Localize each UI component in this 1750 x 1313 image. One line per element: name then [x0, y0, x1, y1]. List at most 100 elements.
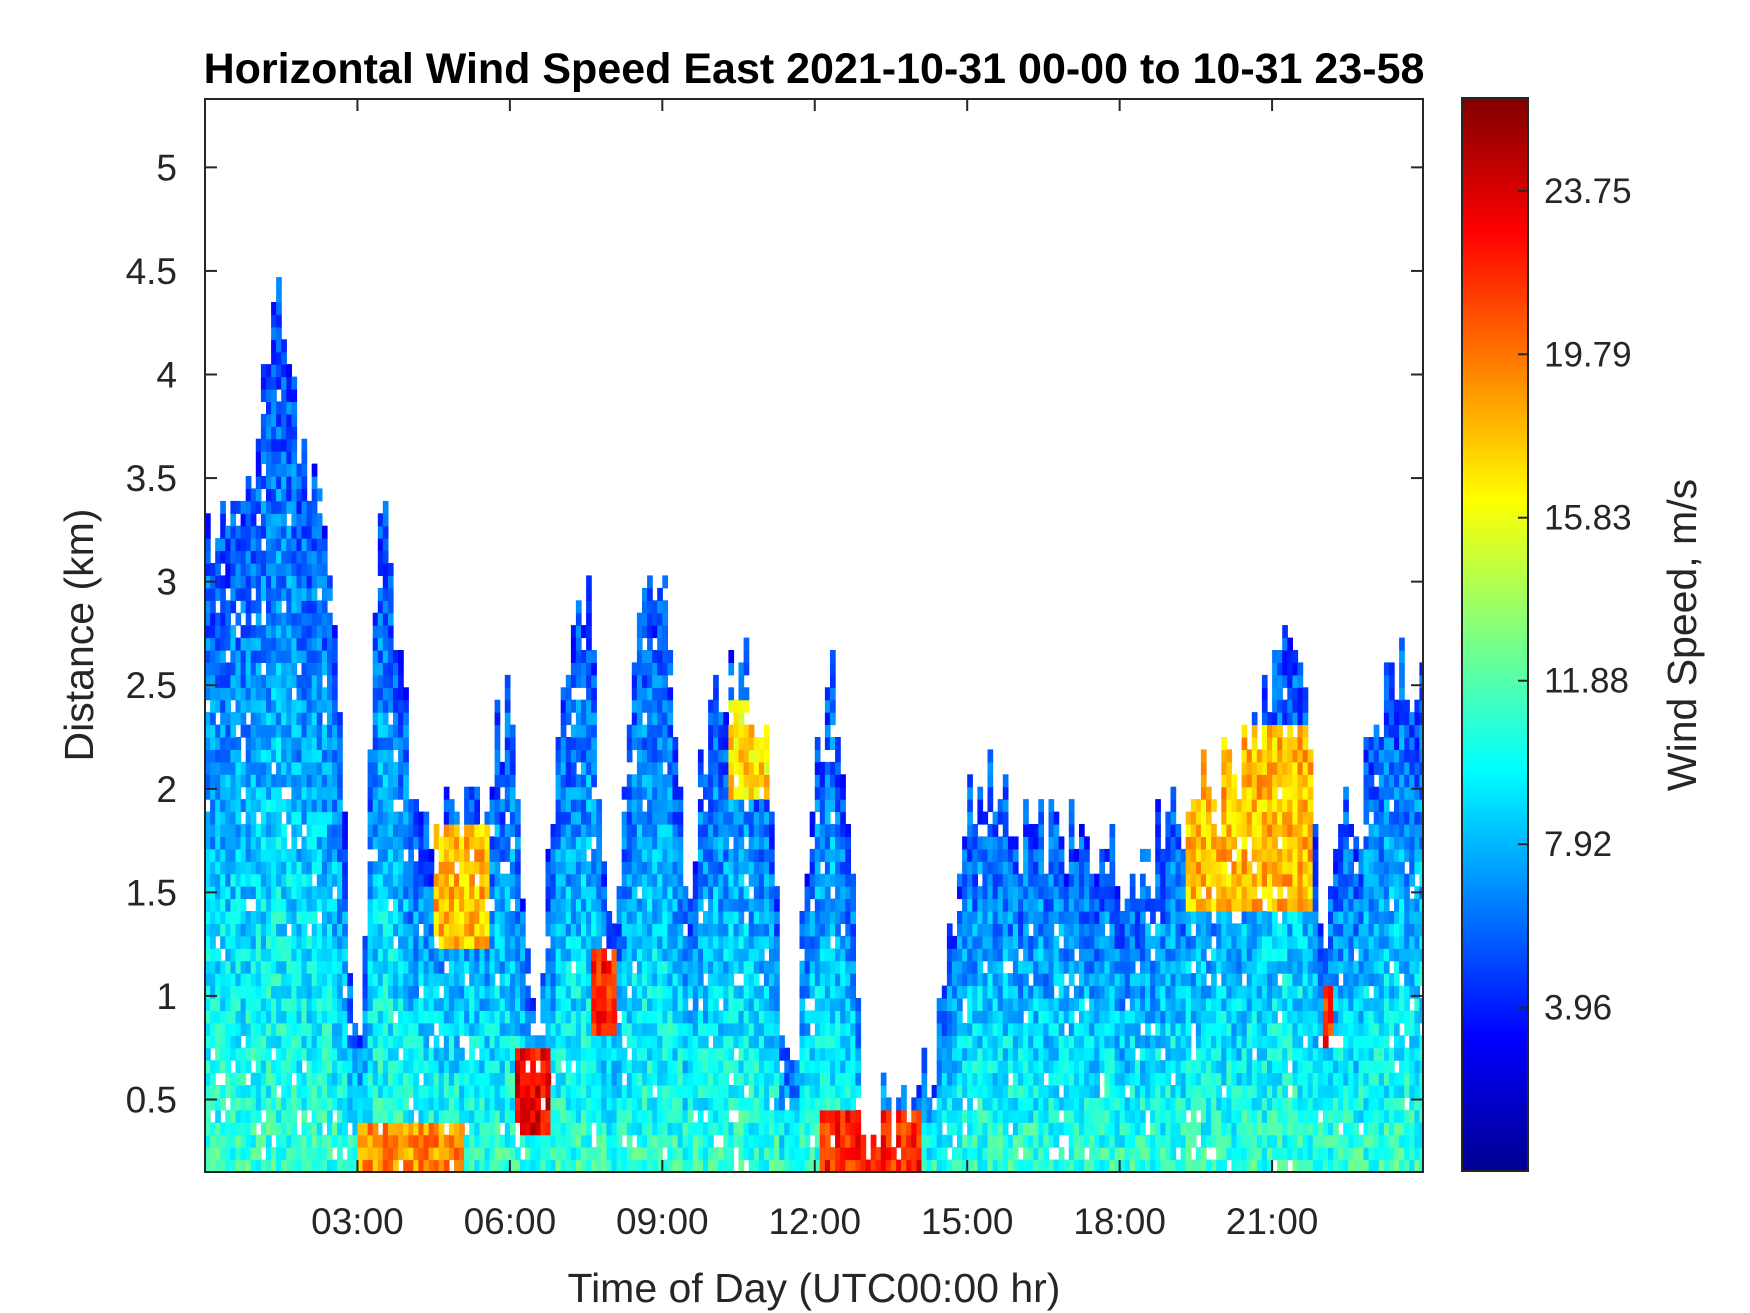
heatmap-cell [845, 1109, 851, 1123]
heatmap-cell [525, 1134, 531, 1148]
heatmap-cell [581, 960, 587, 974]
heatmap-cell [220, 575, 226, 589]
heatmap-cell [291, 488, 298, 502]
heatmap-cell [687, 1134, 694, 1148]
heatmap-cell [337, 848, 343, 862]
heatmap-cell [723, 737, 729, 750]
heatmap-cell [703, 836, 709, 850]
heatmap-cell [570, 724, 577, 738]
heatmap-cell [225, 973, 231, 987]
heatmap-cell [916, 1134, 923, 1148]
heatmap-cell [509, 848, 516, 862]
heatmap-cell [921, 1147, 928, 1161]
heatmap-cell [565, 1147, 572, 1161]
heatmap-cell [748, 1035, 755, 1049]
heatmap-cell [545, 898, 552, 912]
heatmap-cell [733, 1085, 740, 1098]
heatmap-cell [545, 861, 552, 875]
heatmap-cell [225, 960, 231, 974]
heatmap-cell [413, 1134, 419, 1148]
heatmap-cell [342, 1060, 348, 1074]
heatmap-cell [921, 1047, 928, 1061]
heatmap-cell [255, 687, 262, 701]
heatmap-cell [967, 911, 973, 924]
heatmap-cell [301, 749, 308, 763]
heatmap-cell [459, 985, 465, 999]
heatmap-cell [555, 786, 562, 800]
heatmap-cell [713, 948, 719, 962]
heatmap-cell [753, 749, 760, 763]
heatmap-cell [296, 1047, 303, 1061]
heatmap-cell [286, 1010, 292, 1024]
heatmap-cell [723, 1122, 729, 1136]
heatmap-cell [474, 1085, 480, 1098]
heatmap-cell [306, 861, 313, 875]
heatmap-cell [230, 563, 237, 576]
heatmap-cell [575, 1109, 582, 1123]
heatmap-cell [830, 911, 836, 924]
heatmap-cell [758, 1147, 765, 1161]
heatmap-cell [677, 998, 684, 1011]
heatmap-cell [586, 774, 592, 788]
heatmap-cell [647, 650, 653, 663]
heatmap-cell [321, 848, 328, 862]
heatmap-cell [260, 389, 267, 402]
heatmap-cell [728, 1097, 735, 1111]
heatmap-cell [266, 401, 272, 415]
heatmap-cell [250, 1010, 257, 1024]
heatmap-cell [230, 911, 237, 924]
heatmap-cell [316, 712, 323, 726]
heatmap-cell [240, 625, 247, 639]
heatmap-cell [225, 712, 231, 726]
heatmap-cell [733, 1010, 740, 1024]
heatmap-cell [474, 935, 480, 949]
heatmap-cell [601, 960, 607, 974]
heatmap-cell [311, 1072, 318, 1086]
heatmap-cell [413, 824, 419, 837]
heatmap-cell [469, 1010, 475, 1024]
heatmap-cell [205, 1109, 211, 1123]
heatmap-cell [306, 811, 313, 825]
heatmap-cell [260, 426, 267, 440]
heatmap-cell [438, 1134, 445, 1148]
heatmap-cell [306, 687, 313, 701]
heatmap-cell [509, 737, 516, 750]
heatmap-cell [657, 650, 663, 663]
heatmap-cell [438, 1047, 445, 1061]
heatmap-cell [550, 873, 557, 887]
heatmap-cell [393, 712, 399, 726]
heatmap-cell [682, 1060, 689, 1074]
heatmap-cell [469, 1159, 475, 1172]
heatmap-cell [352, 1060, 359, 1074]
heatmap-cell [271, 637, 277, 651]
heatmap-cell [311, 973, 318, 987]
heatmap-cell [921, 1109, 928, 1123]
heatmap-cell [276, 538, 282, 552]
heatmap-cell [311, 476, 318, 489]
heatmap-cell [382, 1035, 389, 1049]
heatmap-cell [260, 563, 267, 576]
heatmap-cell [936, 1072, 943, 1086]
heatmap-cell [250, 1122, 257, 1136]
heatmap-cell [245, 786, 252, 800]
heatmap-cell [291, 699, 298, 713]
heatmap-cell [296, 1134, 303, 1148]
heatmap-cell [306, 513, 313, 527]
heatmap-cell [1002, 786, 1009, 800]
heatmap-cell [291, 575, 298, 589]
heatmap-cell [245, 799, 252, 813]
heatmap-cell [520, 1122, 526, 1136]
heatmap-cell [697, 749, 704, 763]
heatmap-cell [657, 1159, 663, 1172]
heatmap-cell [967, 774, 973, 788]
heatmap-cell [555, 1159, 562, 1172]
heatmap-cell [459, 848, 465, 862]
heatmap-cell [235, 1109, 242, 1123]
heatmap-cell [636, 811, 643, 825]
heatmap-cell [398, 911, 404, 924]
heatmap-cell [560, 712, 567, 726]
heatmap-cell [403, 824, 409, 837]
heatmap-cell [240, 960, 247, 974]
heatmap-cell [657, 724, 663, 738]
heatmap-cell [586, 1134, 592, 1148]
